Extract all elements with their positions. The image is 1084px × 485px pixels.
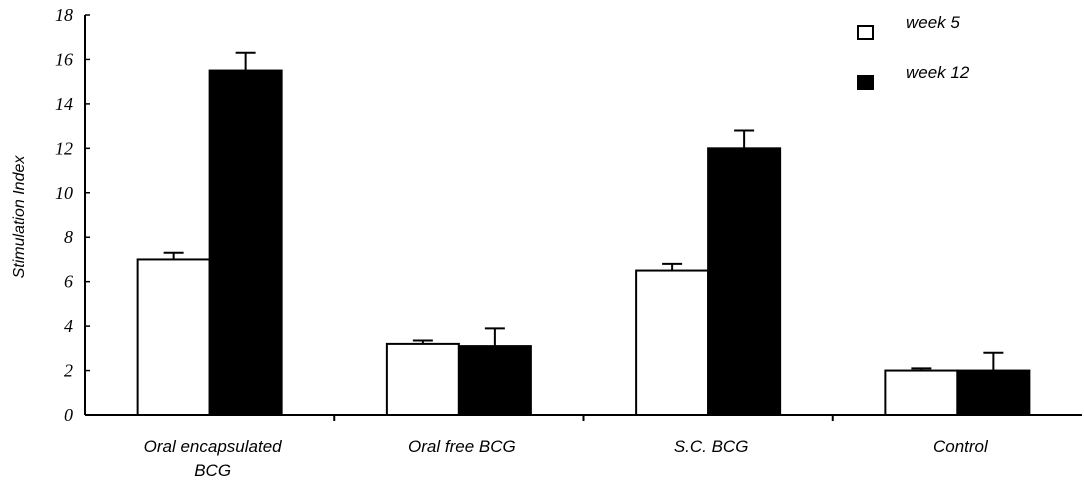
bar-week-5: [385, 342, 460, 416]
bar-week-5: [635, 269, 710, 416]
legend-label: week 12: [906, 63, 970, 82]
bar-week-12: [457, 345, 532, 416]
x-axis-categories: Oral encapsulated BCG Oral free BCG S.C. BC…: [144, 437, 989, 480]
y-tick-label: 4: [64, 316, 73, 336]
y-tick-label: 8: [64, 227, 73, 247]
legend-swatch: [857, 75, 874, 90]
y-tick-label: 10: [55, 183, 73, 203]
category-label: Oral free BCG: [408, 437, 516, 456]
y-tick-label: 16: [55, 49, 73, 69]
y-tick-label: 0: [64, 405, 73, 425]
legend-swatch: [857, 25, 874, 40]
bar-week-12: [707, 147, 782, 416]
legend: week 5 week 12: [857, 13, 970, 90]
y-tick-label: 2: [64, 361, 73, 381]
bar-week-5: [136, 258, 211, 417]
category-label: Control: [933, 437, 989, 456]
category-label: S.C. BCG: [674, 437, 749, 456]
category-label: Oral encapsulated: [144, 437, 283, 456]
bar-week-12: [208, 69, 283, 417]
y-tick-label: 12: [55, 138, 73, 158]
legend-label: week 5: [906, 13, 960, 32]
y-tick-label: 18: [55, 5, 73, 25]
bar-week-5: [884, 369, 959, 416]
bars: [136, 69, 1031, 417]
bar-week-12: [956, 369, 1031, 416]
y-tick-label: 14: [55, 94, 73, 114]
y-axis-title: Stimulation Index: [11, 155, 28, 279]
y-tick-label: 6: [64, 272, 73, 292]
category-label: BCG: [194, 461, 231, 480]
error-bars: [163, 51, 1004, 371]
y-axis-ticks: 0 2 4 6 8 10 12 14 16 18: [55, 5, 90, 425]
